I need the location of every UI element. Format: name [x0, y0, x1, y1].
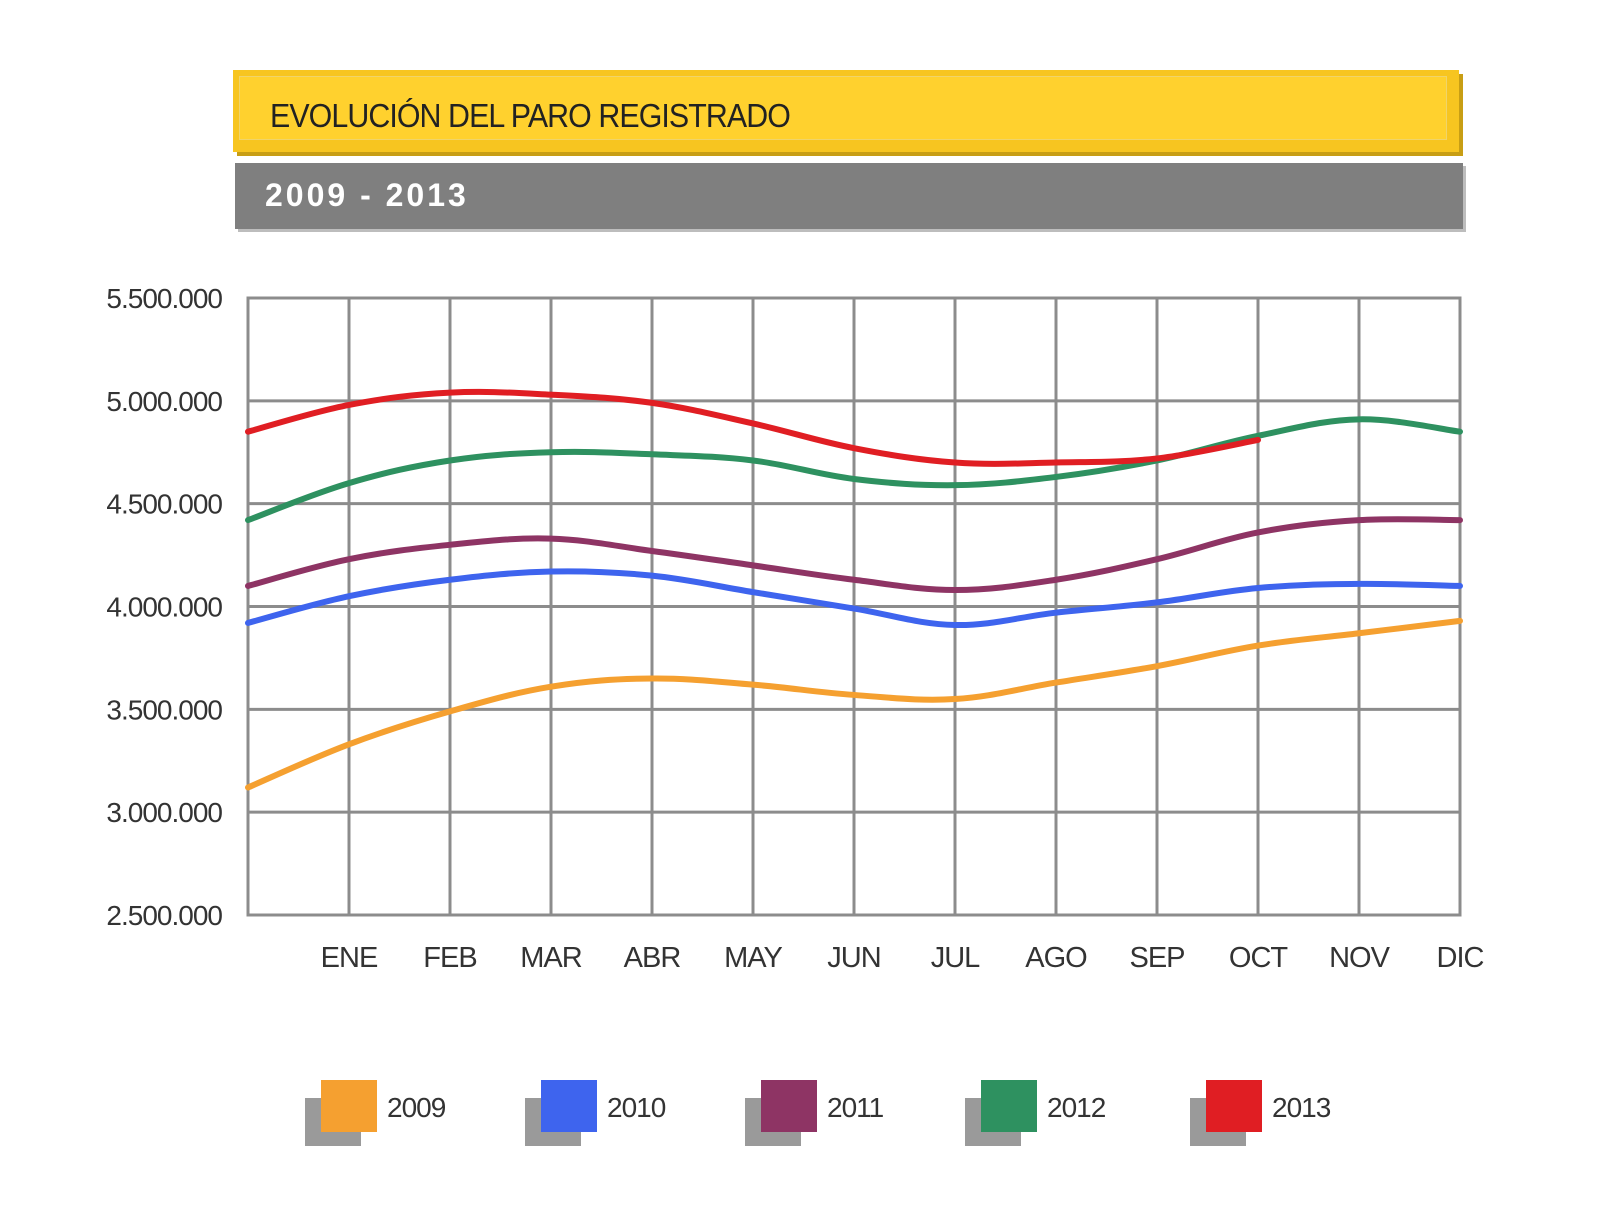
- x-tick-label: FEB: [423, 942, 476, 974]
- legend-swatch: [981, 1080, 1037, 1132]
- legend-swatch: [321, 1080, 377, 1132]
- x-tick-label: OCT: [1229, 942, 1289, 974]
- series-line-2013: [245, 388, 1261, 467]
- title-bar-inner: EVOLUCIÓN DEL PARO REGISTRADO: [239, 76, 1447, 140]
- series-line-2010: [245, 568, 1463, 629]
- chart-title: EVOLUCIÓN DEL PARO REGISTRADO: [270, 97, 791, 134]
- legend-label: 2010: [607, 1092, 666, 1123]
- series-line-2011: [245, 516, 1463, 594]
- legend-item-2012: 2012: [965, 1080, 1165, 1160]
- title-bar: EVOLUCIÓN DEL PARO REGISTRADO: [233, 70, 1459, 152]
- y-tick-label: 2.500.000: [106, 900, 222, 931]
- chart-subtitle: 2009 - 2013: [265, 177, 469, 213]
- y-tick-label: 4.000.000: [106, 592, 222, 623]
- legend-label: 2009: [387, 1092, 446, 1123]
- legend-label: 2013: [1272, 1092, 1331, 1123]
- legend: 2009 2010 2011 2012 2013: [0, 1080, 1600, 1180]
- x-tick-label: AGO: [1025, 942, 1087, 974]
- y-tick-label: 5.000.000: [106, 386, 222, 417]
- legend-item-2010: 2010: [525, 1080, 725, 1160]
- y-tick-label: 5.500.000: [106, 283, 222, 314]
- legend-swatch: [1206, 1080, 1262, 1132]
- line-chart: 2.500.000 3.000.000 3.500.000 4.000.000 4.50…: [106, 283, 1484, 974]
- x-tick-label: MAY: [724, 942, 782, 974]
- x-tick-label: SEP: [1129, 942, 1184, 974]
- y-tick-label: 3.000.000: [106, 797, 222, 828]
- x-tick-label: JUL: [931, 942, 980, 974]
- legend-label: 2011: [827, 1092, 884, 1123]
- x-tick-label: MAR: [520, 942, 582, 974]
- legend-label: 2012: [1047, 1092, 1106, 1123]
- y-tick-label: 3.500.000: [106, 694, 222, 725]
- legend-item-2011: 2011: [745, 1080, 945, 1160]
- legend-swatch: [541, 1080, 597, 1132]
- x-tick-label: ABR: [624, 942, 681, 974]
- legend-swatch: [761, 1080, 817, 1132]
- legend-item-2013: 2013: [1190, 1080, 1390, 1160]
- series-line-2012: [245, 416, 1463, 524]
- plot-area-border: [246, 296, 1462, 917]
- subtitle-bar: 2009 - 2013: [235, 163, 1463, 229]
- x-tick-label: NOV: [1329, 942, 1391, 974]
- x-tick-label: JUN: [827, 942, 880, 974]
- series-line-2009: [245, 617, 1463, 791]
- y-tick-label: 4.500.000: [106, 489, 222, 520]
- x-tick-label: ENE: [321, 942, 378, 974]
- legend-item-2009: 2009: [305, 1080, 505, 1160]
- x-tick-label: DIC: [1437, 942, 1484, 974]
